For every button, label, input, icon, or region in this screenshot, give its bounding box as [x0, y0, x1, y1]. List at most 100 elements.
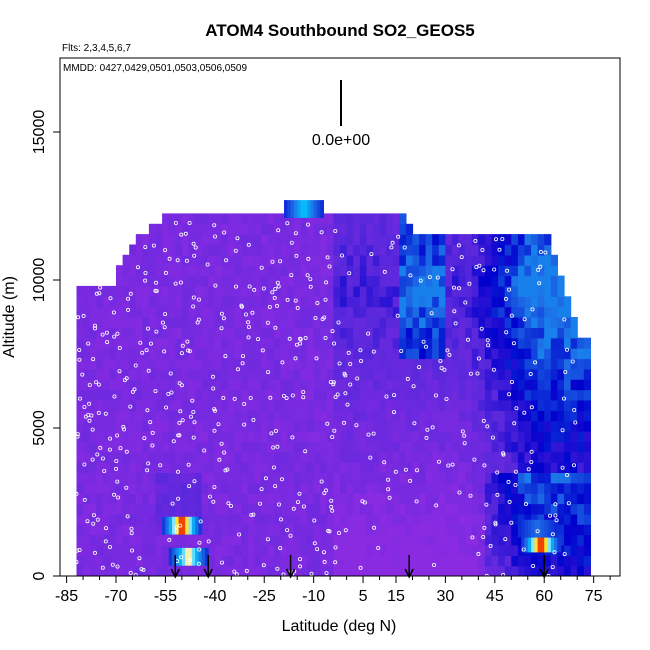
heatmap-cell: [135, 472, 143, 484]
heatmap-cell: [557, 399, 565, 411]
heatmap-cell: [214, 244, 222, 256]
heatmap-cell: [425, 482, 433, 494]
sample-point: [463, 300, 468, 305]
heatmap-cell: [353, 503, 361, 515]
heatmap-cell: [208, 337, 216, 349]
heatmap-cell: [517, 234, 526, 246]
heatmap-cell: [425, 441, 433, 453]
sample-point: [87, 401, 92, 406]
heatmap-cell: [135, 565, 143, 576]
sample-point: [507, 392, 512, 397]
heatmap-cell: [544, 296, 552, 308]
heatmap-cell: [458, 327, 466, 339]
heatmap-cell: [129, 482, 137, 494]
heatmap-cell: [181, 296, 190, 308]
heatmap-cell: [116, 503, 124, 515]
heatmap-cell: [445, 503, 453, 515]
heatmap-cell: [89, 399, 97, 411]
heatmap-cell: [491, 379, 499, 391]
heatmap-cell: [452, 358, 460, 370]
heatmap-cell: [195, 213, 203, 225]
heatmap-cell: [491, 327, 499, 339]
heatmap-cell: [557, 348, 565, 360]
heatmap-cell: [379, 358, 387, 370]
heatmap-cell: [116, 348, 124, 360]
heatmap-cell: [524, 503, 532, 515]
heatmap-cell: [241, 544, 249, 556]
heatmap-cell: [583, 503, 591, 515]
sample-point: [240, 361, 245, 366]
heatmap-cell: [438, 254, 446, 266]
heatmap-cell: [287, 244, 295, 256]
heatmap-cell: [491, 441, 499, 453]
heatmap-cell: [366, 379, 374, 391]
heatmap-cell: [208, 368, 216, 380]
heatmap-cell: [511, 565, 519, 576]
heatmap-cell: [155, 254, 163, 266]
heatmap-cell: [214, 441, 222, 453]
sample-point: [95, 517, 100, 522]
sample-point: [276, 228, 281, 233]
sample-point: [457, 490, 462, 495]
heatmap-cell: [162, 503, 170, 515]
heatmap-cell: [228, 296, 236, 308]
sample-point: [481, 535, 486, 540]
heatmap-cell: [195, 379, 203, 391]
heatmap-cell: [102, 462, 110, 473]
heatmap-cell: [544, 410, 552, 422]
heatmap-cell: [419, 472, 427, 484]
heatmap-cell: [372, 524, 381, 536]
heatmap-cell: [353, 431, 361, 442]
heatmap-cell: [372, 431, 381, 442]
heatmap-cell: [372, 410, 381, 422]
heatmap-cell: [241, 534, 249, 546]
heatmap-cell: [201, 348, 209, 360]
heatmap-cell: [228, 337, 236, 349]
heatmap-cell: [517, 254, 526, 266]
heatmap-cell: [247, 223, 255, 235]
heatmap-cell: [135, 462, 143, 473]
heatmap-cell: [577, 410, 585, 422]
heatmap-cell: [498, 234, 506, 246]
sample-point: [411, 384, 416, 389]
heatmap-cell: [241, 213, 249, 225]
sample-point: [565, 472, 570, 477]
heatmap-cell: [340, 368, 348, 380]
heatmap-cell: [148, 254, 157, 266]
heatmap-cell: [116, 544, 124, 556]
heatmap-cell: [458, 379, 466, 391]
sample-point: [482, 463, 487, 468]
heatmap-cell: [201, 431, 209, 442]
heatmap-cell: [544, 555, 552, 567]
heatmap-cell: [445, 431, 453, 442]
heatmap-cell: [201, 213, 209, 225]
heatmap-cell: [419, 451, 427, 463]
sample-point: [301, 504, 306, 509]
heatmap-cell: [511, 555, 519, 567]
heatmap-cell: [333, 265, 341, 277]
heatmap-cell: [148, 524, 157, 536]
heatmap-cell: [300, 451, 308, 463]
heatmap-cell: [491, 275, 499, 287]
heatmap-cell: [524, 296, 532, 308]
heatmap-cell: [307, 462, 315, 473]
heatmap-cell: [438, 348, 446, 360]
heatmap-cell: [83, 317, 91, 328]
heatmap-cell: [162, 451, 170, 463]
heatmap-cell: [517, 265, 526, 277]
heatmap-cell: [471, 493, 479, 505]
heatmap-cell: [531, 379, 539, 391]
heatmap-cell: [353, 244, 361, 256]
heatmap-cell: [188, 244, 196, 256]
heatmap-cell: [313, 337, 321, 349]
heatmap-cell: [313, 524, 321, 536]
heatmap-cell: [188, 296, 196, 308]
sample-point: [446, 463, 451, 468]
heatmap-cell: [267, 317, 275, 328]
heatmap-cell: [234, 254, 242, 266]
hotspot-cell: [524, 534, 529, 553]
heatmap-cell: [392, 213, 400, 225]
heatmap-cell: [96, 493, 104, 505]
heatmap-cell: [386, 441, 394, 453]
heatmap-cell: [208, 348, 216, 360]
